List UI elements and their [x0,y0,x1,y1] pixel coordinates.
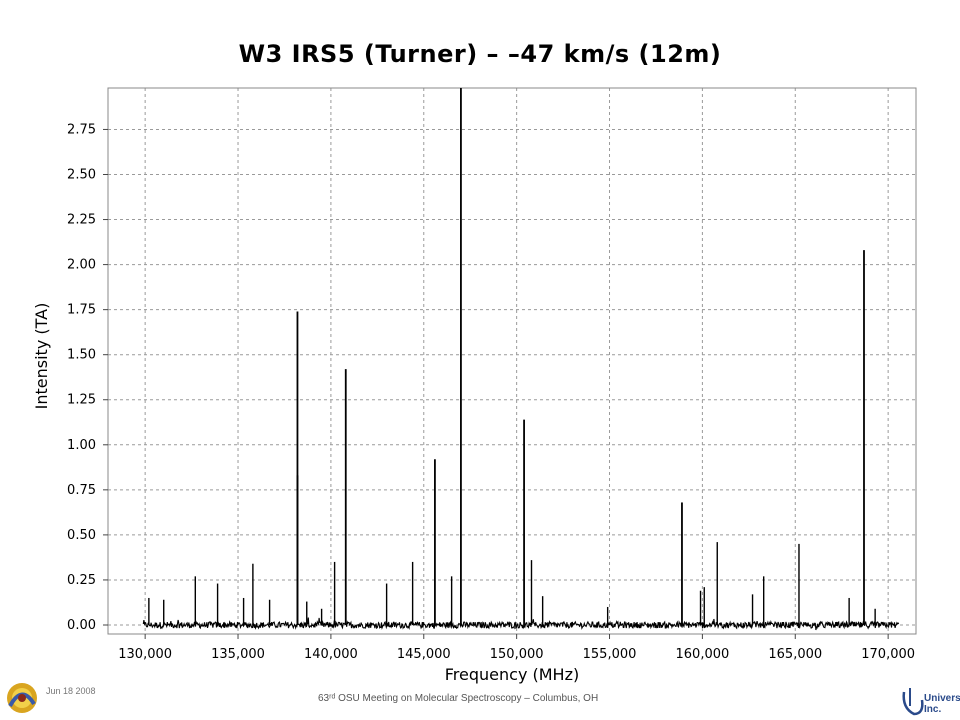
x-tick-label: 130,000 [118,647,172,662]
y-axis-ticks: 0.00 0.25 0.50 0.75 1.00 1.25 1.50 1.75 2.00 2.25… [67,122,108,633]
x-tick-label: 145,000 [397,647,451,662]
x-tick-label: 170,000 [861,647,915,662]
x-tick-label: 165,000 [768,647,822,662]
footer-meeting-text: 63ʳᵈ OSU Meeting on Molecular Spectrosco… [318,693,599,704]
y-tick-label: 1.00 [67,438,96,453]
y-tick-label: 1.25 [67,393,96,408]
chart-title: W3 IRS5 (Turner) – –47 km/s (12m) [238,40,722,68]
y-tick-label: 0.25 [67,573,96,588]
footer-date: Jun 18 2008 [46,686,96,696]
spectrum-baseline [142,617,900,631]
spectrum-trace [142,88,900,631]
y-tick-label: 2.75 [67,122,96,137]
x-tick-label: 160,000 [676,647,730,662]
y-tick-label: 1.50 [67,348,96,363]
y-tick-label: 2.50 [67,167,96,182]
plot-frame [107,87,917,635]
y-tick-label: 0.50 [67,528,96,543]
x-tick-label: 140,000 [304,647,358,662]
plot-border [107,87,917,635]
y-tick-label: 2.00 [67,258,96,273]
grid-lines [108,88,916,634]
y-tick-label: 0.00 [67,618,96,633]
x-axis-label: Frequency (MHz) [445,665,579,684]
x-tick-label: 150,000 [490,647,544,662]
y-tick-label: 1.75 [67,303,96,318]
x-axis-ticks: 130,000 135,000 140,000 145,000 150,000 155,0… [118,634,915,662]
y-axis-label: Intensity (TA) [32,303,51,410]
universities-logo-text: Universities, Inc. [924,693,960,715]
osu-logo-icon [7,683,37,713]
y-tick-label: 0.75 [67,483,96,498]
y-tick-label: 2.25 [67,213,96,228]
x-tick-label: 135,000 [211,647,265,662]
universities-logo-icon [902,688,924,716]
x-tick-label: 155,000 [583,647,637,662]
